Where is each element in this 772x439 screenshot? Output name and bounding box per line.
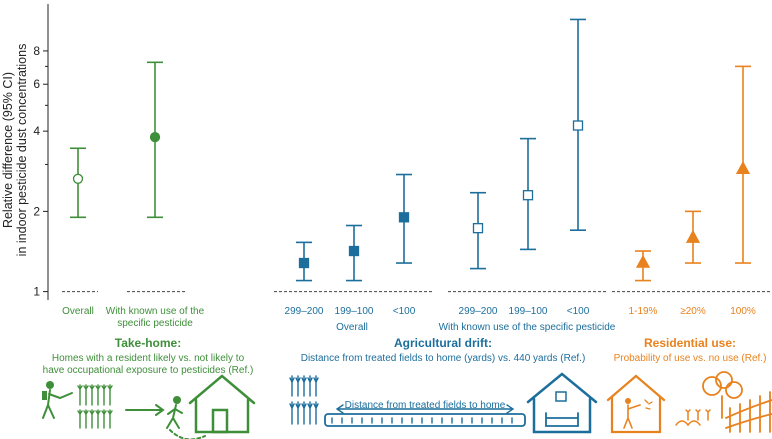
wheat-field-icon [289, 375, 319, 425]
tree-icon [702, 371, 743, 419]
dashed-return-arrow-icon [169, 429, 206, 439]
arrow-icon [125, 404, 165, 416]
estimate-7 [570, 18, 586, 231]
category-label-9-0: ≥20% [680, 306, 706, 317]
distance-ruler-icon [324, 413, 526, 427]
category-label-6-0: 199–100 [509, 306, 548, 317]
panel-agricultural-drift: Agricultural drift: Distance from treate… [301, 336, 586, 364]
panel-drift-title: Agricultural drift: [394, 336, 492, 350]
group-label-known-use: With known use of the specific pesticide [439, 322, 616, 333]
marker-3 [348, 245, 360, 257]
marker-0 [72, 173, 84, 184]
category-label-7-0: <100 [567, 306, 590, 317]
marker-2 [298, 257, 310, 269]
y-tick-label-6: 6 [33, 77, 40, 91]
category-label-10-0: 100% [730, 306, 756, 317]
category-label-1-1: specific pesticide [117, 318, 193, 329]
estimate-6 [520, 137, 536, 251]
estimate-10 [735, 65, 751, 264]
category-label-2-0: 299–200 [285, 306, 324, 317]
marker-6 [522, 190, 534, 201]
distance-arrow-icon [335, 404, 515, 414]
panel-take-home-title: Take-home: [115, 336, 181, 350]
y-tick-label-1: 1 [33, 285, 40, 299]
marker-9 [685, 229, 701, 243]
wheat-crop-icon [77, 384, 113, 429]
garden-icon [675, 409, 711, 427]
estimate-0 [70, 147, 86, 219]
y-axis-label-line-2: in indoor pesticide dust concentrations [15, 44, 29, 257]
y-tick-label-2: 2 [33, 204, 40, 218]
house-with-sofa-icon [526, 372, 598, 434]
estimate-4 [396, 173, 412, 264]
marker-4 [398, 212, 410, 223]
category-label-0-0: Overall [62, 306, 94, 317]
panel-take-home: Take-home: Homes with a resident likely … [43, 336, 254, 376]
category-label-3-0: 199–100 [335, 306, 374, 317]
marker-10 [735, 161, 751, 175]
y-tick-label-8: 8 [33, 44, 40, 58]
marker-8 [635, 254, 651, 268]
group-label-overall: Overall [336, 322, 368, 333]
estimate-8 [635, 250, 651, 282]
category-label-4-0: <100 [393, 306, 416, 317]
estimate-5 [470, 191, 486, 270]
marker-7 [572, 120, 584, 131]
estimate-2 [296, 241, 312, 282]
house-spraying-icon [606, 374, 666, 434]
y-tick-label-4: 4 [33, 124, 40, 138]
drift-distance-label: Distance from treated fields to home [345, 400, 506, 411]
y-axis-label-line-1: Relative difference (95% CI) [1, 72, 15, 228]
estimate-3 [346, 224, 362, 282]
category-label-1-0: With known use of the [106, 306, 205, 317]
walking-person-icon [166, 396, 183, 429]
farmer-spraying-icon [42, 381, 73, 419]
marker-5 [472, 223, 484, 234]
house-icon [188, 374, 256, 434]
estimate-9 [685, 210, 701, 264]
y-axis-label: Relative difference (95% CI) in indoor p… [1, 44, 29, 257]
estimate-points [70, 18, 751, 282]
panel-drift-desc: Distance from treated fields to home (ya… [301, 353, 586, 364]
category-label-8-0: 1-19% [629, 306, 658, 317]
estimate-1 [147, 61, 163, 219]
panel-take-home-desc-2: have occupational exposure to pesticides… [43, 365, 254, 376]
panel-residential-use: Residential use: Probability of use vs. … [614, 336, 767, 364]
take-home-illustration [42, 374, 256, 439]
panel-residential-title: Residential use: [644, 336, 736, 350]
fence-icon [725, 391, 772, 433]
panel-take-home-desc-1: Homes with a resident likely vs. not lik… [52, 353, 245, 364]
residential-illustration [606, 371, 772, 434]
marker-1 [149, 131, 161, 143]
y-axis: 1 2 4 6 8 [33, 4, 49, 300]
panel-residential-desc: Probability of use vs. no use (Ref.) [614, 353, 767, 364]
drift-illustration [289, 372, 598, 434]
category-label-5-0: 299–200 [459, 306, 498, 317]
